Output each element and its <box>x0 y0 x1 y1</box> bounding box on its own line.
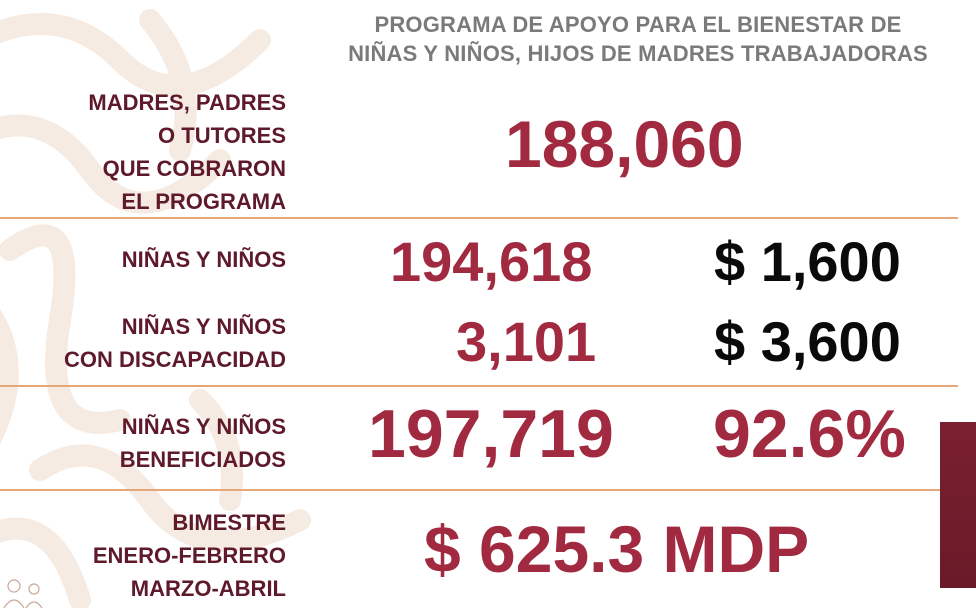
label-line: BIMESTRE <box>172 510 286 535</box>
label-beneficiaries: NIÑAS Y NIÑOS BENEFICIADOS <box>120 410 286 476</box>
disability-count-value: 3,101 <box>456 310 597 373</box>
label-line: NIÑAS Y NIÑOS <box>121 247 286 272</box>
divider <box>0 217 958 219</box>
children-count-value: 194,618 <box>390 230 593 293</box>
parents-paid-value: 188,060 <box>505 107 744 181</box>
label-bimester: BIMESTRE ENERO-FEBRERO MARZO-ABRIL <box>93 506 286 605</box>
beneficiaries-value: 197,719 <box>368 396 614 472</box>
portrait-figures-icon <box>3 579 43 609</box>
divider <box>0 489 940 491</box>
label-line: NIÑAS Y NIÑOS <box>121 314 286 339</box>
disability-amount-value: $ 3,600 <box>714 310 901 373</box>
bimester-total-value: $ 625.3 MDP <box>424 512 810 586</box>
label-line: QUE COBRARON <box>102 156 286 181</box>
side-accent-bar <box>940 422 976 588</box>
label-children-disability: NIÑAS Y NIÑOS CON DISCAPACIDAD <box>64 310 286 376</box>
divider <box>0 385 958 387</box>
beneficiaries-percent: 92.6% <box>713 396 906 472</box>
title-line-2: NIÑAS Y NIÑOS, HIJOS DE MADRES TRABAJADO… <box>348 41 928 66</box>
page-title: PROGRAMA DE APOYO PARA EL BIENESTAR DE N… <box>300 10 976 68</box>
title-line-1: PROGRAMA DE APOYO PARA EL BIENESTAR DE <box>374 12 902 37</box>
label-parents-paid: MADRES, PADRES O TUTORES QUE COBRARON EL… <box>88 86 286 218</box>
label-line: EL PROGRAMA <box>121 189 286 214</box>
label-line: BENEFICIADOS <box>119 447 286 472</box>
label-line: CON DISCAPACIDAD <box>63 347 286 372</box>
heroes-illustration <box>2 576 48 609</box>
label-line: NIÑAS Y NIÑOS <box>121 414 286 439</box>
label-line: MADRES, PADRES <box>88 90 286 115</box>
label-line: ENERO-FEBRERO <box>92 543 286 568</box>
label-line: MARZO-ABRIL <box>130 576 286 601</box>
children-amount-value: $ 1,600 <box>714 230 901 293</box>
label-children: NIÑAS Y NIÑOS <box>122 243 286 276</box>
label-line: O TUTORES <box>158 123 286 148</box>
